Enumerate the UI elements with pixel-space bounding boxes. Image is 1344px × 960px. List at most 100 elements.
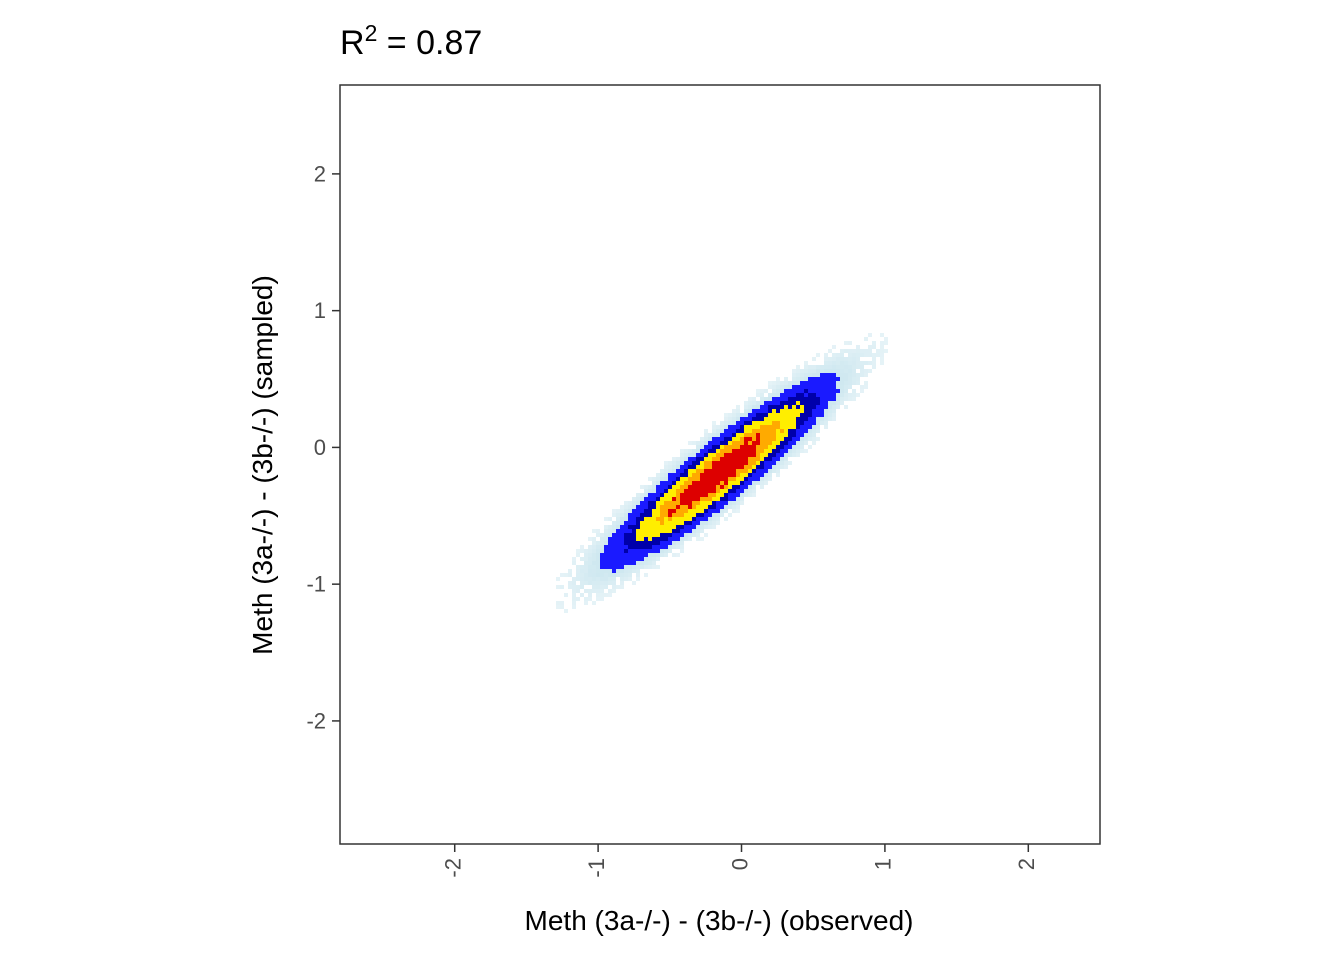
density-cell <box>672 525 676 529</box>
density-cell <box>684 493 688 497</box>
density-cell <box>728 433 732 437</box>
density-cell <box>708 517 712 521</box>
density-cell <box>672 497 676 501</box>
density-cell <box>804 449 808 453</box>
density-cell <box>668 473 672 477</box>
density-cell <box>752 457 756 461</box>
density-cell <box>800 421 804 425</box>
density-cell <box>688 533 692 537</box>
density-cell <box>724 501 728 505</box>
density-cell <box>592 585 596 589</box>
density-cell <box>648 557 652 561</box>
density-cell <box>588 549 592 553</box>
density-cell <box>588 589 592 593</box>
density-cell <box>812 441 816 445</box>
density-cell <box>656 553 660 557</box>
density-cell <box>768 401 772 405</box>
density-cell <box>704 485 708 489</box>
density-cell <box>844 341 848 345</box>
density-cell <box>772 393 776 397</box>
density-cell <box>644 505 648 509</box>
density-cell <box>708 493 712 497</box>
density-cell <box>584 561 588 565</box>
density-cell <box>628 545 632 549</box>
density-cell <box>780 413 784 417</box>
density-cell <box>736 437 740 441</box>
density-cell <box>616 545 620 549</box>
density-cell <box>676 501 680 505</box>
density-cell <box>784 385 788 389</box>
density-cell <box>792 441 796 445</box>
density-cell <box>716 509 720 513</box>
density-cell <box>828 373 832 377</box>
density-cell <box>584 553 588 557</box>
density-cell <box>748 397 752 401</box>
density-cell <box>768 409 772 413</box>
y-tick-label: -2 <box>306 708 326 733</box>
density-cell <box>700 437 704 441</box>
density-cell <box>808 417 812 421</box>
density-cell <box>624 533 628 537</box>
density-cell <box>664 545 668 549</box>
density-cell <box>828 357 832 361</box>
density-cell <box>812 365 816 369</box>
density-cell <box>604 533 608 537</box>
density-cell <box>576 585 580 589</box>
density-cell <box>720 505 724 509</box>
density-cell <box>728 417 732 421</box>
density-cell <box>812 429 816 433</box>
density-cell <box>704 453 708 457</box>
density-cell <box>668 549 672 553</box>
density-cell <box>720 457 724 461</box>
density-cell <box>580 545 584 549</box>
density-cell <box>716 449 720 453</box>
x-tick-label: 1 <box>871 858 896 870</box>
density-cell <box>696 449 700 453</box>
density-cell <box>724 509 728 513</box>
density-cell <box>812 417 816 421</box>
density-cell <box>608 537 612 541</box>
density-cell <box>812 425 816 429</box>
density-cell <box>640 557 644 561</box>
density-cell <box>732 489 736 493</box>
density-cell <box>760 437 764 441</box>
density-cell <box>640 553 644 557</box>
density-cell <box>664 541 668 545</box>
density-cell <box>712 441 716 445</box>
density-cell <box>656 493 660 497</box>
density-cell <box>772 453 776 457</box>
density-cell <box>712 493 716 497</box>
density-cell <box>800 393 804 397</box>
density-cell <box>776 429 780 433</box>
density-cell <box>632 497 636 501</box>
density-cell <box>696 485 700 489</box>
density-cell <box>768 405 772 409</box>
x-axis-title: Meth (3a-/-) - (3b-/-) (observed) <box>525 905 914 936</box>
density-cell <box>616 585 620 589</box>
density-cell <box>744 437 748 441</box>
density-cell <box>620 521 624 525</box>
density-cell <box>652 525 656 529</box>
density-cell <box>592 553 596 557</box>
density-cell <box>780 449 784 453</box>
density-cell <box>740 497 744 501</box>
density-cell <box>776 389 780 393</box>
density-cell <box>840 389 844 393</box>
density-cell <box>708 477 712 481</box>
density-cell <box>744 473 748 477</box>
density-cell <box>688 501 692 505</box>
density-cell <box>764 461 768 465</box>
density-cell <box>628 529 632 533</box>
density-cell <box>696 513 700 517</box>
density-cell <box>684 521 688 525</box>
density-cell <box>608 577 612 581</box>
density-cell <box>760 485 764 489</box>
density-cell <box>828 417 832 421</box>
density-cell <box>620 573 624 577</box>
density-cell <box>672 489 676 493</box>
density-cell <box>664 465 668 469</box>
density-cell <box>740 485 744 489</box>
density-cell <box>588 545 592 549</box>
density-cell <box>632 557 636 561</box>
density-cell <box>628 517 632 521</box>
